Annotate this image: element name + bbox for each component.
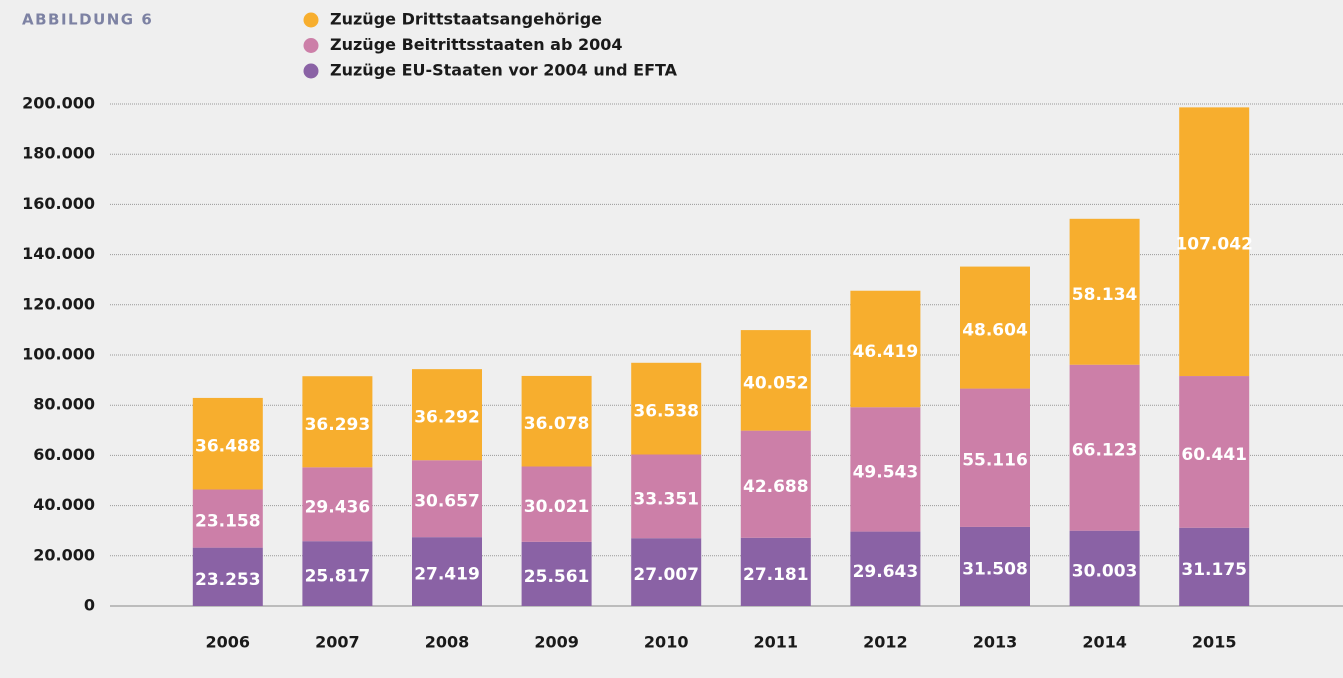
bar-segment (631, 538, 702, 606)
bar-segment (850, 531, 921, 606)
bar-segment (192, 489, 263, 548)
y-tick-label: 160.000 (22, 194, 95, 213)
bar-segment (302, 541, 373, 606)
bar-segment (740, 537, 811, 606)
bar-segment (631, 454, 702, 539)
data-label: 107.042 (1175, 235, 1252, 255)
y-tick-label: 140.000 (22, 244, 95, 263)
data-label: 23.158 (195, 512, 261, 532)
bar-segment (302, 376, 373, 468)
bar-segment (960, 388, 1030, 527)
bar-segment (521, 466, 592, 542)
data-label: 66.123 (1072, 441, 1138, 461)
bar-segment (1179, 527, 1250, 606)
legend-label: Zuzüge Drittstaatsangehörige (330, 10, 602, 29)
data-label: 36.488 (195, 437, 261, 457)
data-label: 27.419 (414, 565, 480, 585)
chart-title: ABBILDUNG 6 (22, 11, 153, 29)
y-tick-label: 100.000 (22, 345, 95, 364)
data-label: 27.007 (633, 565, 699, 585)
data-label: 30.003 (1072, 561, 1138, 581)
data-label: 46.419 (853, 342, 919, 362)
bar-segment (192, 397, 263, 490)
bar-segment (631, 362, 702, 455)
x-tick-label: 2014 (1082, 633, 1127, 652)
x-tick-label: 2015 (1192, 633, 1237, 652)
data-label: 29.436 (305, 497, 371, 517)
x-tick-label: 2008 (425, 633, 470, 652)
bar-segment (960, 266, 1030, 389)
legend-swatch (303, 38, 319, 53)
bar-segment (740, 330, 811, 431)
bar-segment (850, 407, 921, 532)
x-tick-label: 2012 (863, 633, 908, 652)
bar-segment (302, 467, 373, 542)
data-label: 36.292 (414, 408, 480, 428)
bar-segment (412, 369, 482, 461)
bar-segment (192, 547, 263, 606)
data-label: 25.561 (524, 567, 590, 587)
x-tick-label: 2006 (206, 633, 251, 652)
x-tick-label: 2007 (315, 633, 360, 652)
y-tick-label: 180.000 (22, 144, 95, 163)
data-label: 31.508 (962, 559, 1028, 579)
data-label: 49.543 (853, 462, 919, 482)
bar-segment (521, 541, 592, 606)
bar-segment (1179, 107, 1250, 377)
data-label: 30.021 (524, 497, 590, 517)
data-label: 42.688 (743, 477, 809, 497)
bar-segment (412, 460, 482, 538)
data-label: 40.052 (743, 373, 809, 393)
y-tick-label: 40.000 (33, 495, 95, 514)
data-label: 27.181 (743, 565, 809, 585)
bar-segment (1069, 218, 1140, 365)
data-label: 29.643 (853, 562, 919, 582)
bar-segment (412, 537, 482, 606)
bar-segment (740, 430, 811, 538)
y-tick-label: 60.000 (33, 445, 95, 464)
data-label: 30.657 (414, 492, 480, 512)
data-label: 58.134 (1072, 285, 1138, 305)
data-label: 23.253 (195, 570, 261, 590)
legend-label: Zuzüge Beitrittsstaaten ab 2004 (330, 35, 623, 54)
y-tick-label: 80.000 (33, 395, 95, 414)
data-label: 31.175 (1181, 560, 1247, 580)
bar-segment (1069, 530, 1140, 606)
bar-segment (850, 290, 921, 408)
y-tick-label: 0 (84, 596, 95, 615)
legend-swatch (303, 63, 319, 79)
bar-segment (521, 375, 592, 467)
bar-segment (960, 526, 1030, 606)
data-label: 33.351 (633, 489, 699, 509)
data-label: 25.817 (305, 567, 371, 587)
data-label: 48.604 (962, 321, 1028, 341)
x-tick-label: 2011 (754, 633, 799, 652)
y-tick-label: 120.000 (22, 294, 95, 313)
x-tick-label: 2010 (644, 633, 689, 652)
legend-label: Zuzüge EU-Staaten vor 2004 und EFTA (330, 61, 678, 80)
data-label: 36.078 (524, 414, 590, 434)
y-tick-label: 20.000 (33, 545, 95, 564)
bar-segment (1069, 364, 1140, 531)
data-label: 36.293 (305, 415, 371, 435)
y-tick-label: 200.000 (22, 94, 95, 113)
data-label: 55.116 (962, 451, 1028, 471)
legend-swatch (303, 12, 319, 28)
x-tick-label: 2009 (534, 633, 579, 652)
data-label: 60.441 (1181, 445, 1247, 465)
bar-segment (1179, 376, 1250, 528)
data-label: 36.538 (633, 402, 699, 422)
x-tick-label: 2013 (973, 633, 1018, 652)
